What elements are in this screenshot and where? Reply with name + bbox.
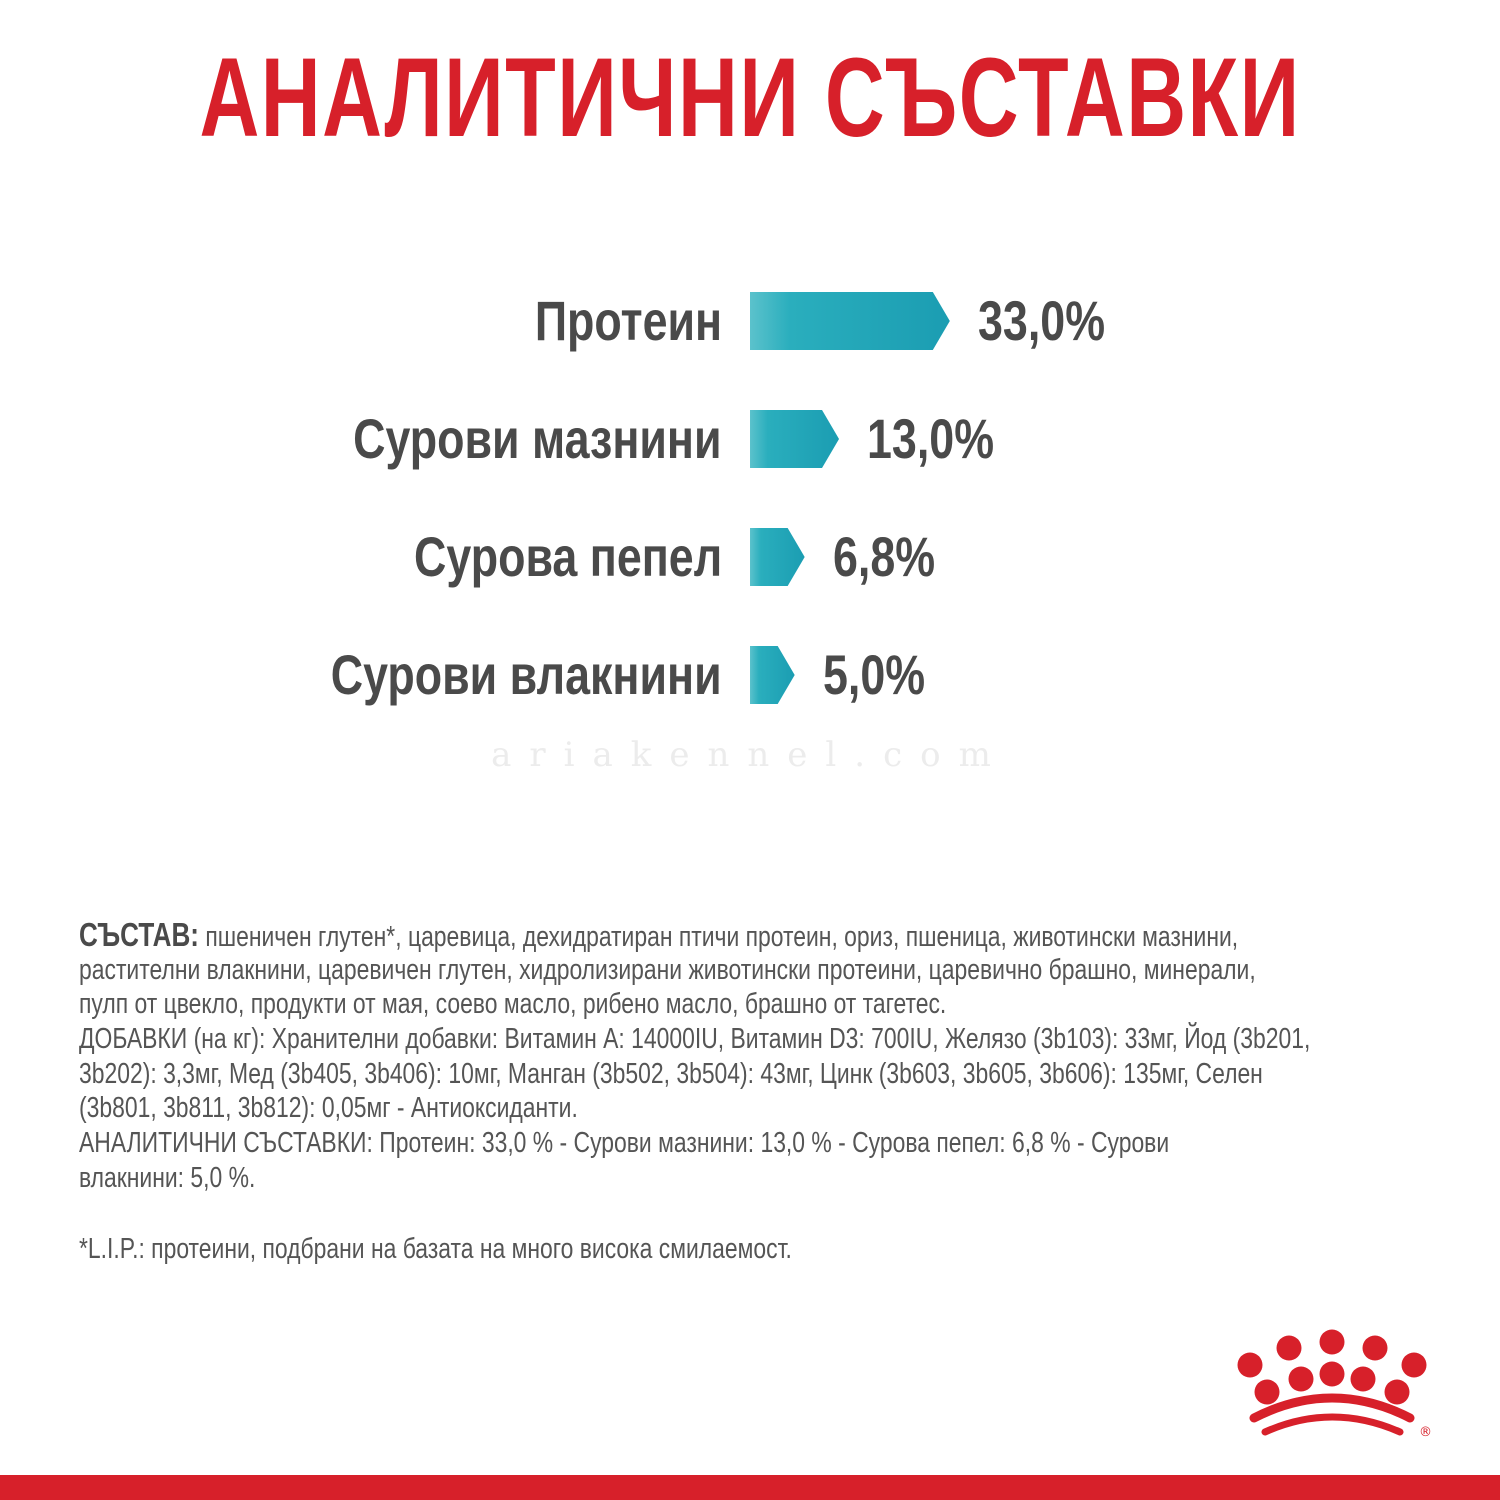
bar-value-label: 6,8% bbox=[832, 525, 935, 588]
additives-line: 3b202): 3,3мг, Мед (3b405, 3b406): 10мг,… bbox=[79, 1057, 1263, 1090]
bar bbox=[750, 410, 840, 468]
additives-line: (3b801, 3b811, 3b812): 0,05мг - Антиокси… bbox=[79, 1092, 578, 1125]
royal-canin-crown-logo: ® bbox=[1237, 1329, 1432, 1438]
footnote: *L.I.P.: протеини, подбрани на базата на… bbox=[79, 1232, 792, 1265]
bar-label: Сурови влакнини bbox=[331, 643, 722, 706]
composition-text: СЪСТАВ: пшеничен глутен*, царевица, дехи… bbox=[79, 916, 1500, 1266]
analytics-line: влакнини: 5,0 %. bbox=[79, 1161, 256, 1194]
bar bbox=[750, 292, 950, 350]
bar-label: Сурова пепел bbox=[413, 525, 722, 588]
bar-row: Протеин 33,0% bbox=[0, 292, 1500, 350]
bar-row: Сурови влакнини 5,0% bbox=[0, 646, 1500, 704]
page-title: АНАЛИТИЧНИ СЪСТАВКИ bbox=[199, 35, 1301, 160]
watermark: ariakennel.com bbox=[491, 735, 1009, 775]
spacer bbox=[79, 1196, 1310, 1232]
composition-line: СЪСТАВ: пшеничен глутен*, царевица, дехи… bbox=[79, 916, 1239, 953]
composition-line: растителни влакнини, царевичен глутен, х… bbox=[79, 953, 1256, 986]
composition-heading: СЪСТАВ: bbox=[79, 916, 199, 953]
svg-text:®: ® bbox=[1419, 1425, 1432, 1438]
bar bbox=[750, 528, 805, 586]
bar-value-label: 5,0% bbox=[822, 643, 925, 706]
bar-label: Сурови мазнини bbox=[353, 407, 722, 470]
footer-brand-bar bbox=[0, 1475, 1500, 1500]
bar-row: Сурова пепел 6,8% bbox=[0, 528, 1500, 586]
bar bbox=[750, 646, 795, 704]
bar-value-label: 13,0% bbox=[867, 407, 995, 470]
bar-value-label: 33,0% bbox=[977, 289, 1105, 352]
composition-line: пулп от цвекло, продукти от мая, соево м… bbox=[79, 988, 947, 1021]
bar-row: Сурови мазнини 13,0% bbox=[0, 410, 1500, 468]
bar-label: Протеин bbox=[534, 289, 722, 352]
additives-line: ДОБАВКИ (на кг): Хранителни добавки: Вит… bbox=[79, 1023, 1311, 1056]
analytics-line: АНАЛИТИЧНИ СЪСТАВКИ: Протеин: 33,0 % - С… bbox=[79, 1127, 1170, 1160]
